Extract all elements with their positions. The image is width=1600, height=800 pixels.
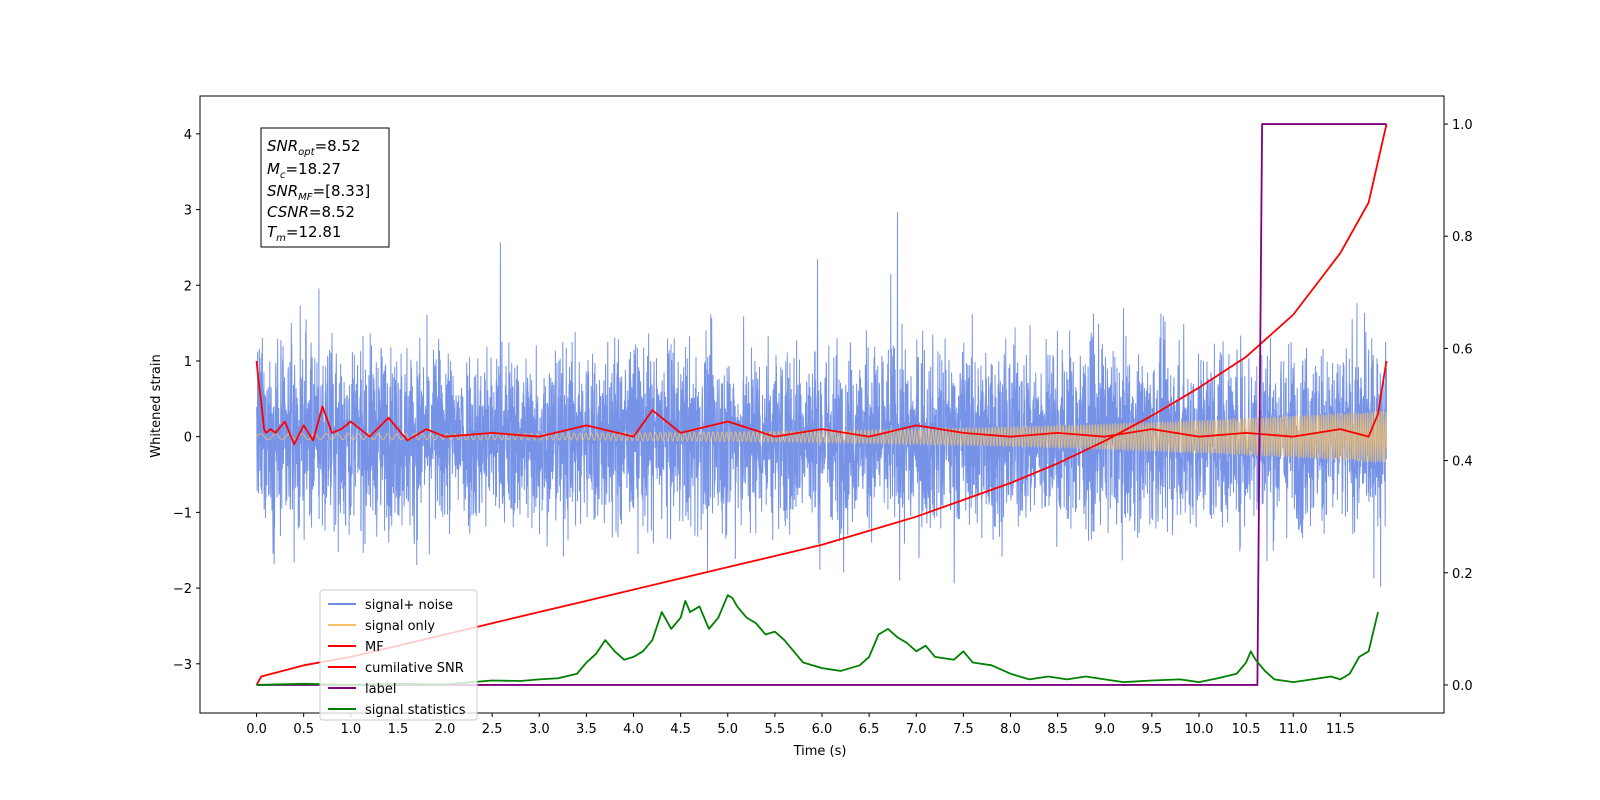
- y-tick-label: 3: [184, 204, 192, 219]
- x-tick-label: 0.0: [246, 722, 267, 737]
- annotation-snr-mf: SNRMF=[8.33]: [267, 182, 370, 203]
- y2-axis: 0.0 0.2 0.4 0.6 0.8 1.0: [1444, 118, 1473, 694]
- y2-tick-label: 1.0: [1452, 118, 1473, 133]
- y2-tick-label: 0.0: [1452, 679, 1473, 694]
- x-tick-label: 9.5: [1142, 722, 1163, 737]
- x-tick-label: 3.0: [529, 722, 550, 737]
- y-tick-label: 1: [184, 355, 192, 370]
- x-tick-label: 7.0: [906, 722, 927, 737]
- x-tick-label: 4.0: [623, 722, 644, 737]
- x-tick-label: 2.5: [482, 722, 503, 737]
- x-tick-label: 1.5: [388, 722, 409, 737]
- legend-entry-signal-only: signal only: [328, 619, 435, 634]
- annotation-tm: Tm=12.81: [267, 223, 341, 244]
- x-tick-label: 8.0: [1000, 722, 1021, 737]
- y-axis-label: Whitened strain: [149, 354, 164, 457]
- x-tick-label: 4.5: [670, 722, 691, 737]
- legend-label-mf: MF: [365, 640, 384, 655]
- series-signal-noise: [256, 212, 1388, 587]
- legend-entry-signal-noise: signal+ noise: [328, 598, 453, 613]
- x-tick-label: 0.5: [293, 722, 314, 737]
- x-axis-label: Time (s): [793, 744, 847, 759]
- x-tick-label: 9.0: [1094, 722, 1115, 737]
- legend: signal+ noise signal only MF cumilative …: [319, 589, 478, 721]
- legend-entry-cumilative-snr: cumilative SNR: [328, 661, 464, 676]
- legend-label-signal-only: signal only: [365, 619, 435, 634]
- x-tick-label: 6.5: [859, 722, 880, 737]
- legend-entry-mf: MF: [328, 640, 384, 655]
- x-tick-label: 10.0: [1184, 722, 1213, 737]
- series-label: [256, 123, 1387, 686]
- legend-label-signal-noise: signal+ noise: [365, 598, 453, 613]
- x-tick-label: 8.5: [1047, 722, 1068, 737]
- legend-entry-label: label: [328, 682, 396, 697]
- annotation-box: SNRopt=8.52 Mc=18.27 SNRMF=[8.33] CSNR=8…: [260, 127, 390, 248]
- x-tick-label: 5.5: [765, 722, 786, 737]
- y-tick-label: −3: [173, 658, 192, 673]
- legend-label-cumilative-snr: cumilative SNR: [365, 661, 464, 676]
- y-tick-label: −2: [173, 582, 192, 597]
- annotation-csnr: CSNR=8.52: [267, 203, 355, 221]
- x-tick-label: 5.0: [717, 722, 738, 737]
- legend-label-label: label: [365, 682, 396, 697]
- x-tick-label: 10.5: [1232, 722, 1261, 737]
- y2-tick-label: 0.2: [1452, 567, 1473, 582]
- annotation-snr-opt: SNRopt=8.52: [267, 137, 361, 158]
- series-mf: [255, 360, 1388, 446]
- y-axis: −3 −2 −1 0 1 2 3 4: [173, 128, 200, 673]
- y2-tick-label: 0.6: [1452, 342, 1473, 357]
- y-tick-label: 2: [184, 279, 192, 294]
- x-tick-label: 1.0: [340, 722, 361, 737]
- legend-frame: [319, 589, 478, 721]
- x-tick-label: 6.0: [812, 722, 833, 737]
- y2-tick-label: 0.4: [1452, 455, 1473, 470]
- x-axis: 0.0 0.5 1.0 1.5 2.0 2.5 3.0 3.5 4.0 4.5 5.0 5.5 6.0 6…: [246, 713, 1355, 737]
- x-tick-label: 11.5: [1326, 722, 1355, 737]
- annotation-mc: Mc=18.27: [267, 160, 341, 181]
- x-tick-label: 3.5: [576, 722, 597, 737]
- y-tick-label: −1: [173, 506, 192, 521]
- x-tick-label: 11.0: [1279, 722, 1308, 737]
- x-tick-label: 2.0: [435, 722, 456, 737]
- y-tick-label: 0: [184, 431, 192, 446]
- series-signal-statistics: [256, 594, 1379, 686]
- legend-entry-signal-statistics: signal statistics: [328, 703, 466, 718]
- legend-label-signal-statistics: signal statistics: [365, 703, 466, 718]
- y2-tick-label: 0.8: [1452, 230, 1473, 245]
- x-tick-label: 7.5: [953, 722, 974, 737]
- y-tick-label: 4: [184, 128, 192, 143]
